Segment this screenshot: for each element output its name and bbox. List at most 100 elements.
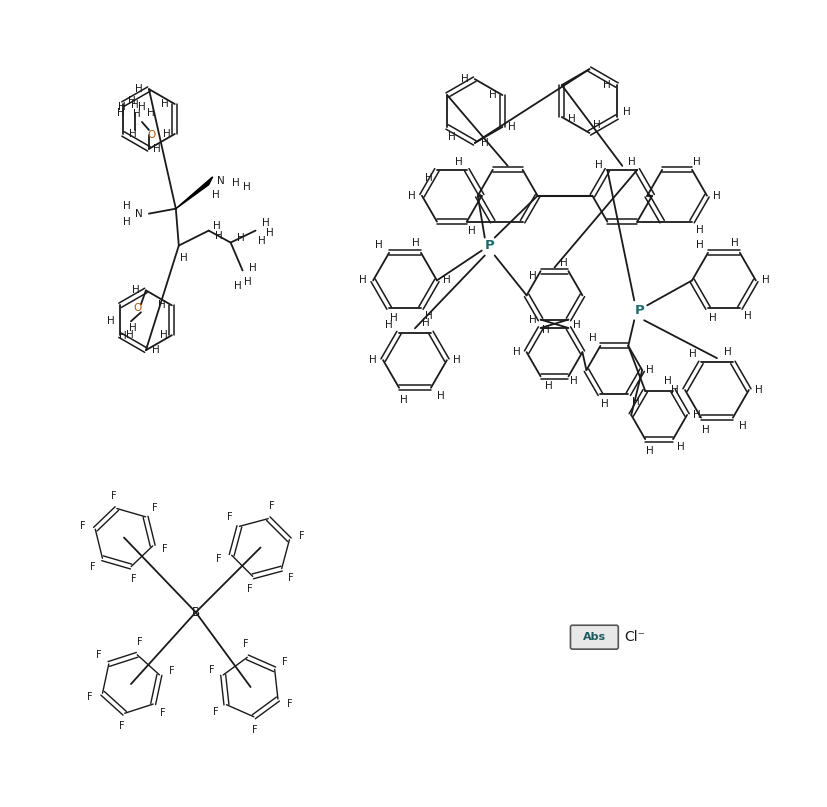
Text: H: H	[261, 218, 270, 228]
Text: H: H	[234, 282, 241, 291]
Text: H: H	[118, 102, 126, 112]
Text: O: O	[148, 130, 156, 140]
Text: H: H	[528, 315, 537, 325]
Text: F: F	[252, 725, 258, 734]
Text: H: H	[595, 160, 603, 169]
Text: H: H	[161, 99, 169, 109]
Text: H: H	[258, 236, 265, 245]
Text: H: H	[213, 220, 221, 231]
Text: H: H	[123, 201, 131, 211]
Text: N: N	[217, 176, 225, 186]
Text: H: H	[453, 355, 461, 365]
Polygon shape	[176, 177, 213, 209]
Text: H: H	[359, 275, 367, 286]
Text: H: H	[422, 318, 430, 328]
Text: H: H	[119, 331, 127, 341]
Text: H: H	[237, 232, 245, 243]
Text: H: H	[180, 253, 188, 262]
Text: H: H	[212, 190, 219, 199]
Text: H: H	[131, 100, 139, 110]
Text: H: H	[762, 275, 770, 286]
Text: F: F	[299, 532, 304, 541]
Text: Abs: Abs	[583, 632, 606, 642]
Text: H: H	[702, 424, 710, 435]
Text: H: H	[108, 316, 115, 326]
Text: H: H	[138, 102, 146, 112]
Text: H: H	[545, 382, 552, 391]
Text: H: H	[370, 355, 377, 365]
Text: H: H	[513, 347, 520, 358]
Text: F: F	[208, 665, 214, 675]
Text: H: H	[123, 216, 131, 227]
Text: N: N	[135, 209, 143, 219]
Text: H: H	[244, 278, 251, 287]
Text: H: H	[589, 333, 596, 343]
Text: H: H	[480, 138, 489, 148]
Text: H: H	[163, 129, 170, 139]
Text: O: O	[134, 303, 142, 313]
FancyBboxPatch shape	[571, 625, 619, 649]
Text: H: H	[461, 74, 469, 84]
Text: F: F	[131, 574, 137, 584]
Text: H: H	[568, 114, 576, 124]
Text: F: F	[246, 584, 252, 594]
Text: H: H	[437, 391, 445, 401]
Text: H: H	[560, 258, 567, 268]
Text: F: F	[160, 708, 165, 717]
Text: H: H	[744, 311, 752, 321]
Text: H: H	[755, 385, 762, 395]
Text: H: H	[152, 345, 160, 355]
Text: H: H	[528, 271, 537, 281]
Text: H: H	[127, 330, 134, 341]
Text: H: H	[117, 108, 125, 118]
Text: H: H	[647, 365, 654, 375]
Text: F: F	[162, 545, 168, 554]
Text: F: F	[288, 573, 294, 583]
Text: B: B	[192, 606, 200, 619]
Text: H: H	[448, 132, 456, 142]
Text: P: P	[485, 239, 495, 252]
Text: H: H	[425, 173, 433, 183]
Text: P: P	[634, 303, 644, 317]
Text: H: H	[724, 348, 732, 358]
Text: Cl⁻: Cl⁻	[624, 630, 645, 644]
Text: H: H	[412, 238, 420, 248]
Text: F: F	[169, 666, 174, 675]
Text: H: H	[409, 190, 416, 201]
Text: F: F	[227, 512, 233, 522]
Text: H: H	[713, 190, 721, 201]
Text: H: H	[425, 311, 433, 321]
Text: H: H	[509, 122, 516, 132]
Text: F: F	[152, 503, 158, 513]
Text: F: F	[282, 657, 288, 667]
Text: H: H	[647, 446, 654, 456]
Text: H: H	[153, 144, 160, 154]
Text: F: F	[97, 650, 102, 660]
Text: H: H	[133, 109, 141, 119]
Text: H: H	[215, 231, 222, 240]
Text: H: H	[594, 120, 601, 130]
Text: H: H	[677, 442, 685, 452]
Text: H: H	[135, 84, 143, 94]
Text: H: H	[129, 324, 136, 333]
Text: F: F	[217, 554, 222, 563]
Text: H: H	[739, 420, 747, 431]
Text: H: H	[570, 376, 577, 387]
Text: F: F	[269, 501, 275, 511]
Text: H: H	[455, 157, 463, 167]
Text: H: H	[601, 399, 609, 409]
Text: H: H	[468, 226, 476, 236]
Text: H: H	[693, 157, 701, 167]
Text: F: F	[88, 692, 93, 702]
Text: H: H	[158, 300, 165, 311]
Text: H: H	[242, 182, 251, 192]
Text: H: H	[689, 349, 697, 359]
Text: H: H	[572, 320, 581, 329]
Text: F: F	[213, 708, 219, 717]
Text: H: H	[232, 178, 240, 188]
Text: F: F	[111, 491, 117, 501]
Text: H: H	[664, 376, 672, 386]
Text: F: F	[80, 521, 86, 531]
Text: H: H	[731, 238, 739, 248]
Text: H: H	[375, 240, 383, 250]
